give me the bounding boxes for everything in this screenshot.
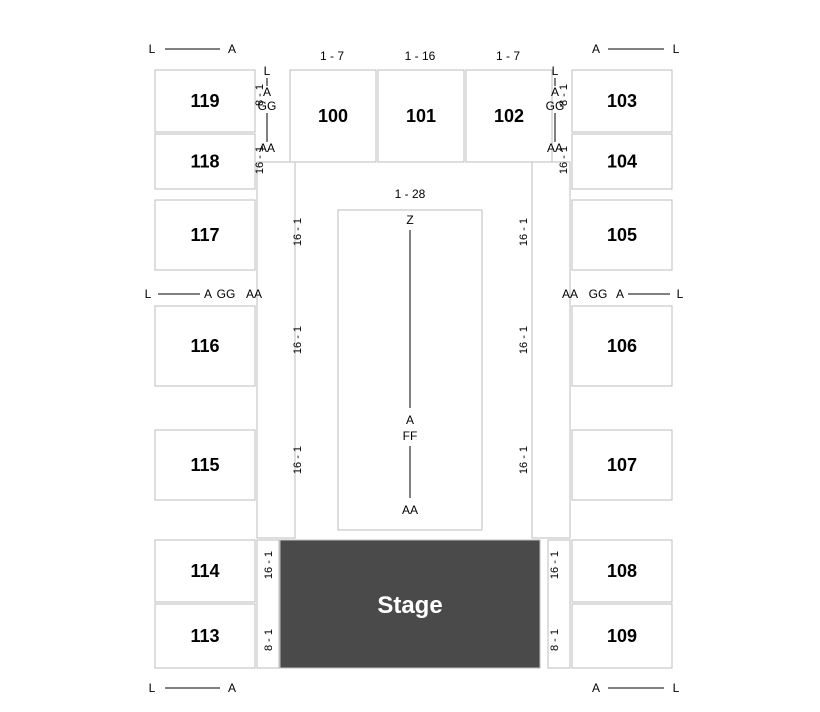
section-label-108: 108: [607, 561, 637, 581]
mid-right-AA: AA: [562, 287, 578, 301]
bottom-la-left-A: A: [228, 681, 236, 695]
section-label-114: 114: [190, 561, 219, 581]
section-label-102: 102: [494, 106, 524, 126]
range-label-13: 8 - 1: [549, 629, 561, 651]
section-label-100: 100: [318, 106, 348, 126]
top-la-right-L: A: [592, 42, 600, 56]
range-label-9: 16 - 1: [518, 218, 530, 246]
bottom-la-left-L: L: [149, 681, 156, 695]
top-la-right-A: L: [673, 42, 680, 56]
topside-left-L: L: [264, 64, 271, 78]
range-label-0: 8 - 1: [254, 84, 266, 106]
range-label-6: 8 - 1: [263, 629, 275, 651]
topside-right-L: L: [552, 64, 559, 78]
top-la-left-L: L: [149, 42, 156, 56]
top-la-left-A: A: [228, 42, 236, 56]
section-label-107: 107: [607, 455, 637, 475]
range-label-4: 16 - 1: [292, 446, 304, 474]
section-label-115: 115: [190, 455, 219, 475]
range-label-7: 8 - 1: [558, 84, 570, 106]
section-label-118: 118: [190, 152, 219, 172]
top-range-0: 1 - 7: [320, 49, 344, 63]
range-label-10: 16 - 1: [518, 326, 530, 354]
section-label-113: 113: [190, 626, 219, 646]
section-label-109: 109: [607, 626, 637, 646]
mid-left-AA: AA: [246, 287, 262, 301]
section-label-119: 119: [190, 91, 219, 111]
range-label-1: 16 - 1: [254, 146, 266, 174]
range-label-5: 16 - 1: [263, 551, 275, 579]
range-label-8: 16 - 1: [558, 146, 570, 174]
mid-left-A: A: [204, 287, 212, 301]
mid-right-GG: GG: [589, 287, 608, 301]
floor-letter-aa: AA: [402, 503, 418, 517]
section-label-103: 103: [607, 91, 637, 111]
top-range-2: 1 - 7: [496, 49, 520, 63]
section-label-116: 116: [190, 336, 219, 356]
range-label-3: 16 - 1: [292, 326, 304, 354]
range-label-12: 16 - 1: [549, 551, 561, 579]
mid-right-L: L: [677, 287, 684, 301]
section-label-106: 106: [607, 336, 637, 356]
mid-right-A: A: [616, 287, 624, 301]
section-label-104: 104: [607, 152, 637, 172]
stage-label: Stage: [377, 592, 442, 619]
range-label-11: 16 - 1: [518, 446, 530, 474]
range-label-2: 16 - 1: [292, 218, 304, 246]
section-label-105: 105: [607, 225, 637, 245]
bottom-la-right-L: A: [592, 681, 600, 695]
floor-letter-z: Z: [406, 213, 413, 227]
top-range-1: 1 - 16: [405, 49, 436, 63]
section-label-117: 117: [190, 225, 219, 245]
side-block-left[interactable]: [257, 162, 295, 538]
bottom-la-right-A: L: [673, 681, 680, 695]
floor-top-range: 1 - 28: [395, 187, 426, 201]
floor-letter-a: A: [406, 413, 414, 427]
mid-left-L: L: [145, 287, 152, 301]
floor-letter-ff: FF: [403, 429, 418, 443]
side-block-right[interactable]: [532, 162, 570, 538]
section-label-101: 101: [406, 106, 436, 126]
mid-left-GG: GG: [217, 287, 236, 301]
